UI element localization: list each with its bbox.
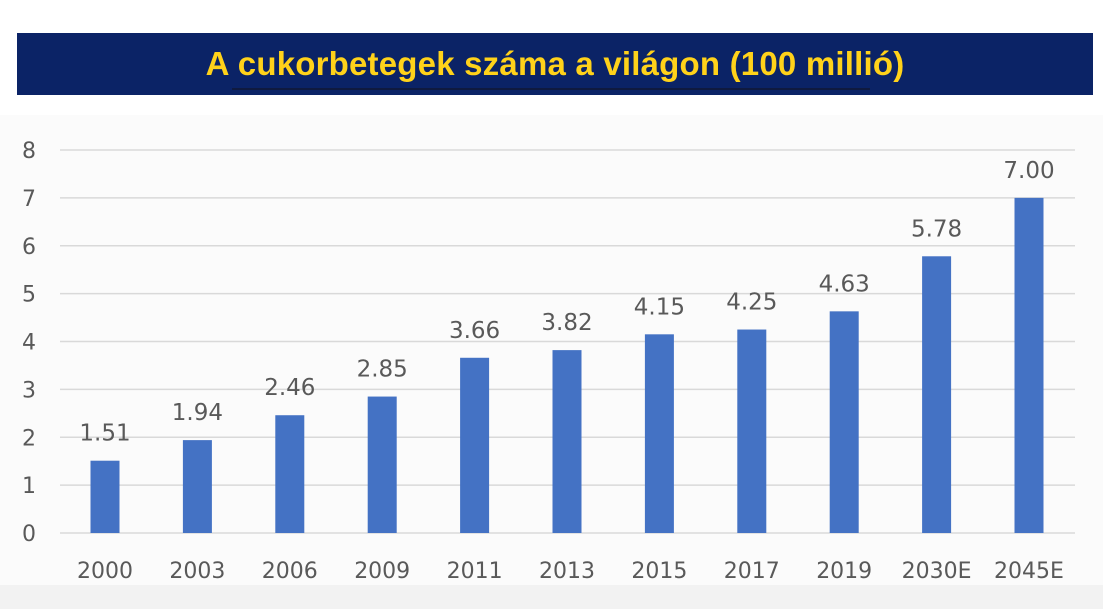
y-tick-label: 8 <box>22 139 36 164</box>
x-tick-label: 2011 <box>447 559 503 584</box>
bar <box>460 357 490 533</box>
x-tick-label: 2030E <box>902 559 972 584</box>
bar <box>552 350 582 533</box>
x-tick-label: 2003 <box>169 559 225 584</box>
data-label: 7.00 <box>1003 158 1054 184</box>
data-label: 4.15 <box>634 294 685 320</box>
data-label: 2.46 <box>264 375 315 401</box>
x-tick-label: 2009 <box>354 559 410 584</box>
x-tick-label: 2000 <box>77 559 133 584</box>
data-label: 3.82 <box>541 310 592 336</box>
bar <box>275 415 305 533</box>
x-tick-label: 2019 <box>816 559 872 584</box>
chart-title: A cukorbetegek száma a világon (100 mill… <box>205 45 905 82</box>
bar <box>367 396 397 533</box>
y-tick-label: 2 <box>22 426 36 451</box>
y-tick-label: 0 <box>22 522 36 547</box>
bar <box>922 256 952 533</box>
title-banner: A cukorbetegek száma a világon (100 mill… <box>17 33 1093 95</box>
y-tick-label: 5 <box>22 283 36 308</box>
x-tick-label: 2017 <box>724 559 780 584</box>
bottom-shade <box>0 585 1103 609</box>
bar <box>1014 197 1044 533</box>
data-label: 5.78 <box>911 216 962 242</box>
y-tick-label: 4 <box>22 331 36 356</box>
data-label: 1.51 <box>79 421 130 447</box>
data-label: 1.94 <box>172 400 223 426</box>
x-tick-label: 2045E <box>994 559 1064 584</box>
bar <box>644 334 674 533</box>
data-label: 3.66 <box>449 318 500 344</box>
x-tick-label: 2006 <box>262 559 318 584</box>
bar <box>737 329 767 533</box>
y-tick-label: 7 <box>22 187 36 212</box>
title-underline <box>232 88 870 90</box>
data-label: 4.25 <box>726 290 777 316</box>
y-tick-label: 6 <box>22 235 36 260</box>
bar <box>182 440 212 533</box>
data-label: 4.63 <box>819 271 870 297</box>
bar <box>90 460 120 533</box>
y-tick-label: 1 <box>22 474 36 499</box>
bar <box>829 311 859 533</box>
x-tick-label: 2013 <box>539 559 595 584</box>
x-tick-label: 2015 <box>631 559 687 584</box>
y-tick-label: 3 <box>22 378 36 403</box>
data-label: 2.85 <box>357 357 408 383</box>
